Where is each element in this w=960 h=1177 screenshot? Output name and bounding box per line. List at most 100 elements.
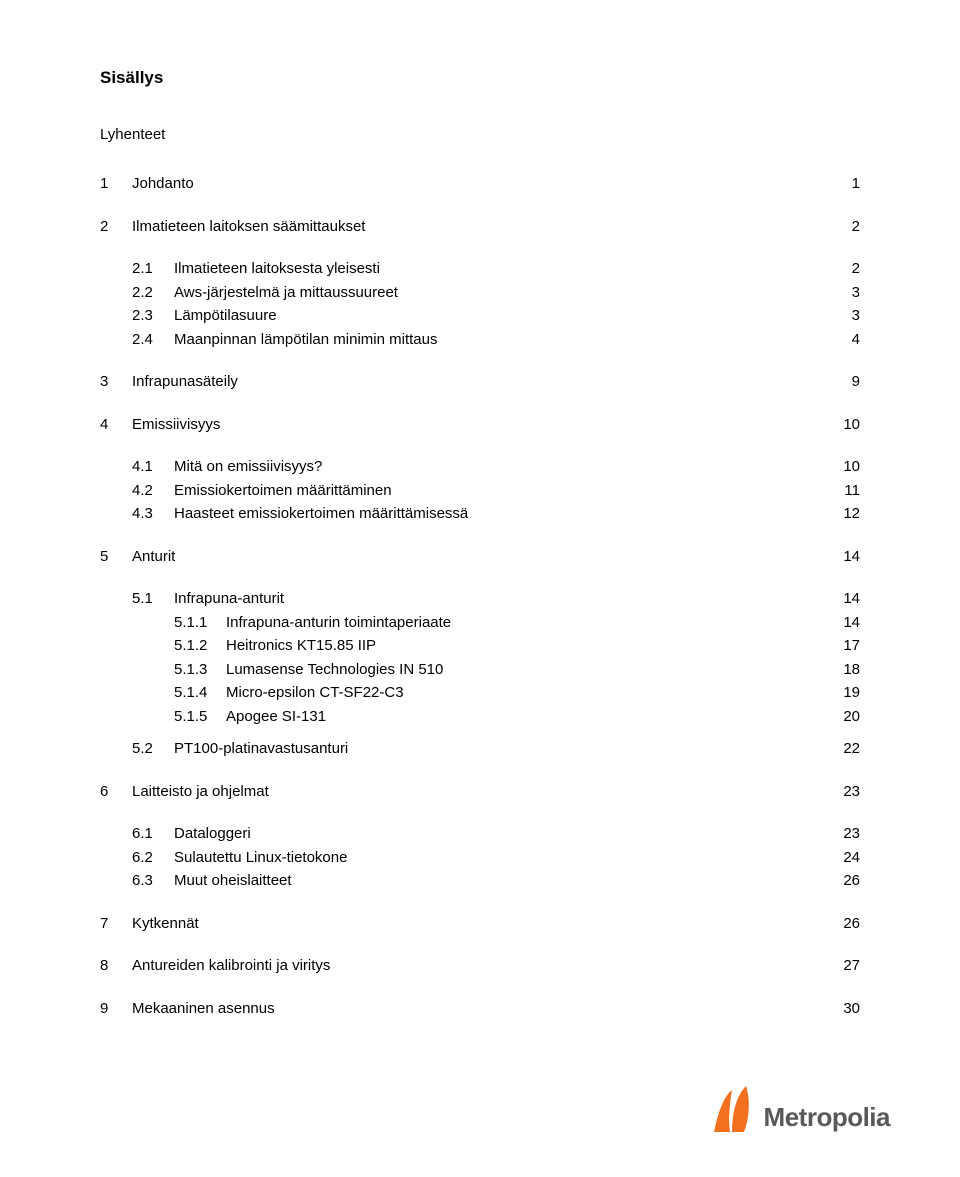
metropolia-logo: Metropolia — [710, 1082, 890, 1132]
toc-entry-left: 8Antureiden kalibrointi ja viritys — [100, 955, 330, 978]
toc-entry: 5.1.3Lumasense Technologies IN 510 18 — [174, 659, 860, 682]
toc-entry-label: Lumasense Technologies IN 510 — [226, 659, 443, 682]
toc-entry-page: 2 — [852, 216, 860, 239]
toc-entry-number: 4 — [100, 414, 132, 437]
toc-entry-number: 5.1 — [132, 588, 174, 611]
toc-entry-label: Ilmatieteen laitoksen säämittaukset — [132, 216, 365, 239]
toc-entry-label: Ilmatieteen laitoksesta yleisesti — [174, 258, 380, 281]
toc-entry-label: Lämpötilasuure — [174, 305, 277, 328]
toc-entry-page: 27 — [843, 955, 860, 978]
toc-entry-number: 3 — [100, 371, 132, 394]
toc-entry-left: 2.3Lämpötilasuure — [132, 305, 277, 328]
metropolia-logo-text: Metropolia — [764, 1104, 890, 1132]
toc-entry-page: 18 — [843, 659, 860, 682]
toc-entry: 5.2PT100-platinavastusanturi 22 — [132, 738, 860, 761]
toc-entry-page: 23 — [843, 781, 860, 804]
toc-entry: 2.2Aws-järjestelmä ja mittaussuureet3 — [132, 282, 860, 305]
toc-entry-number: 4.3 — [132, 503, 174, 526]
toc-entry-label: Infrapuna-anturin toimintaperiaate — [226, 612, 451, 635]
toc-entry-left: 2Ilmatieteen laitoksen säämittaukset — [100, 216, 365, 239]
toc-entry-page: 24 — [843, 847, 860, 870]
toc-entry-number: 6.3 — [132, 870, 174, 893]
page-title: Sisällys — [100, 68, 860, 88]
toc-entry-number: 6.1 — [132, 823, 174, 846]
toc-entry-label: Heitronics KT15.85 IIP — [226, 635, 376, 658]
toc-entry-page: 19 — [843, 682, 860, 705]
toc-entry: 5.1.5Apogee SI-13120 — [174, 706, 860, 729]
toc-entry-number: 4.1 — [132, 456, 174, 479]
toc-entry-label: PT100-platinavastusanturi — [174, 738, 348, 761]
toc-entry-left: 2.2Aws-järjestelmä ja mittaussuureet — [132, 282, 398, 305]
toc-entry-number: 5.1.3 — [174, 659, 226, 682]
toc-entry-number: 9 — [100, 998, 132, 1021]
toc-entry-number: 5 — [100, 546, 132, 569]
toc-entry-number: 8 — [100, 955, 132, 978]
toc-entry: 6.2Sulautettu Linux-tietokone 24 — [132, 847, 860, 870]
toc-entry-label: Dataloggeri — [174, 823, 251, 846]
toc-entry: 4Emissiivisyys 10 — [100, 414, 860, 437]
toc-entry-number: 5.1.1 — [174, 612, 226, 635]
toc-entry-label: Mekaaninen asennus — [132, 998, 275, 1021]
toc-entry-page: 2 — [852, 258, 860, 281]
toc-entry-page: 4 — [852, 329, 860, 352]
toc-entry-left: 6Laitteisto ja ohjelmat — [100, 781, 269, 804]
toc-entry-number: 2 — [100, 216, 132, 239]
toc-entry-number: 5.1.2 — [174, 635, 226, 658]
toc-entry: 2.3Lämpötilasuure3 — [132, 305, 860, 328]
toc-entry-label: Emissiokertoimen määrittäminen — [174, 480, 392, 503]
toc-entry-left: 5.1.3Lumasense Technologies IN 510 — [174, 659, 443, 682]
toc-entry-label: Aws-järjestelmä ja mittaussuureet — [174, 282, 398, 305]
toc-entry-number: 2.1 — [132, 258, 174, 281]
toc-entry-label: Johdanto — [132, 173, 194, 196]
toc-entry-page: 30 — [843, 998, 860, 1021]
toc-entry-page: 10 — [843, 456, 860, 479]
toc-entry-page: 26 — [843, 913, 860, 936]
toc-entry-page: 1 — [852, 173, 860, 196]
toc-entry: 5Anturit 14 — [100, 546, 860, 569]
toc-entry-left: 5.1Infrapuna-anturit — [132, 588, 284, 611]
toc-entry-page: 23 — [843, 823, 860, 846]
toc-entry-label: Sulautettu Linux-tietokone — [174, 847, 347, 870]
toc-entry: 2Ilmatieteen laitoksen säämittaukset2 — [100, 216, 860, 239]
toc-entry-number: 2.3 — [132, 305, 174, 328]
toc-entry: 4.2Emissiokertoimen määrittäminen11 — [132, 480, 860, 503]
toc-entry-number: 5.1.5 — [174, 706, 226, 729]
toc-entry-number: 1 — [100, 173, 132, 196]
table-of-contents: 1Johdanto12Ilmatieteen laitoksen säämitt… — [100, 173, 860, 1020]
toc-entry-left: 5.1.2Heitronics KT15.85 IIP — [174, 635, 376, 658]
toc-entry-left: 9Mekaaninen asennus — [100, 998, 275, 1021]
toc-entry: 6.1Dataloggeri 23 — [132, 823, 860, 846]
toc-entry-page: 14 — [843, 588, 860, 611]
toc-entry-left: 1Johdanto — [100, 173, 194, 196]
toc-entry-label: Muut oheislaitteet — [174, 870, 292, 893]
toc-entry-left: 6.1Dataloggeri — [132, 823, 251, 846]
toc-entry: 6.3Muut oheislaitteet 26 — [132, 870, 860, 893]
toc-entry-label: Haasteet emissiokertoimen määrittämisess… — [174, 503, 468, 526]
toc-entry: 9Mekaaninen asennus 30 — [100, 998, 860, 1021]
toc-entry-left: 5.2PT100-platinavastusanturi — [132, 738, 348, 761]
toc-entry-page: 14 — [843, 612, 860, 635]
toc-entry-number: 5.2 — [132, 738, 174, 761]
toc-entry-page: 17 — [843, 635, 860, 658]
toc-entry: 4.1Mitä on emissiivisyys?10 — [132, 456, 860, 479]
toc-entry-page: 22 — [843, 738, 860, 761]
toc-entry: 1Johdanto1 — [100, 173, 860, 196]
toc-entry: 2.1Ilmatieteen laitoksesta yleisesti 2 — [132, 258, 860, 281]
toc-entry-page: 14 — [843, 546, 860, 569]
toc-entry: 5.1.2Heitronics KT15.85 IIP 17 — [174, 635, 860, 658]
toc-entry-left: 6.2Sulautettu Linux-tietokone — [132, 847, 347, 870]
toc-entry: 3Infrapunasäteily9 — [100, 371, 860, 394]
toc-entry-left: 6.3Muut oheislaitteet — [132, 870, 292, 893]
toc-entry-number: 7 — [100, 913, 132, 936]
toc-entry: 8Antureiden kalibrointi ja viritys 27 — [100, 955, 860, 978]
toc-entry-number: 5.1.4 — [174, 682, 226, 705]
toc-entry-label: Emissiivisyys — [132, 414, 220, 437]
toc-entry-page: 26 — [843, 870, 860, 893]
toc-entry-page: 20 — [843, 706, 860, 729]
toc-entry-left: 5Anturit — [100, 546, 175, 569]
toc-entry-page: 10 — [843, 414, 860, 437]
toc-entry-left: 4Emissiivisyys — [100, 414, 220, 437]
toc-entry-page: 12 — [843, 503, 860, 526]
toc-entry-left: 5.1.4Micro-epsilon CT-SF22-C3 — [174, 682, 404, 705]
toc-entry-number: 2.2 — [132, 282, 174, 305]
